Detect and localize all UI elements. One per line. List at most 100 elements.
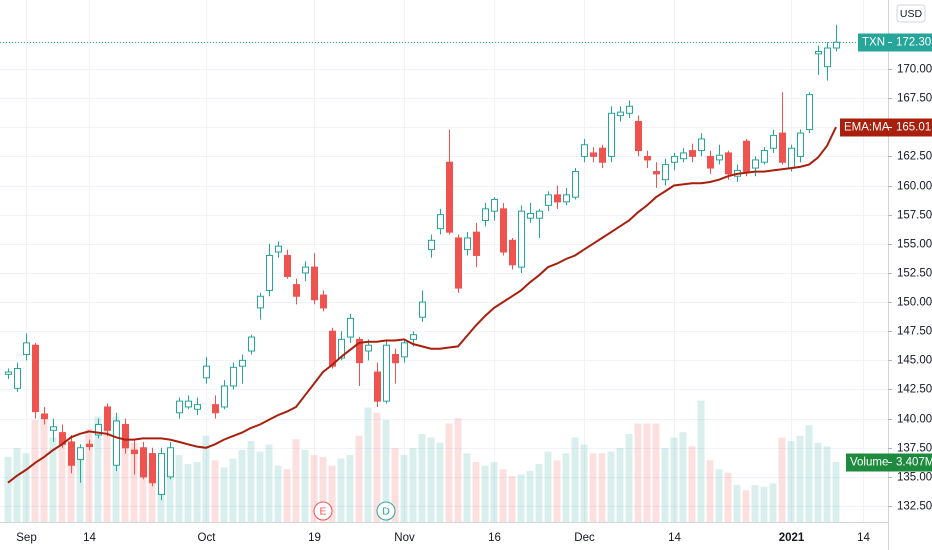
volume-bar: [328, 465, 336, 522]
volume-bar: [742, 490, 750, 522]
y-tick-label: 145.00: [897, 355, 932, 367]
x-tick-label: 14: [668, 532, 681, 544]
candle-body: [14, 368, 21, 389]
volume-bar: [229, 458, 237, 522]
volume-bar: [373, 412, 381, 522]
candle-body: [608, 112, 615, 157]
volume-tag-name: Volume: [850, 457, 888, 469]
candle-body: [239, 359, 246, 367]
volume-bar: [823, 446, 831, 522]
y-tick-label: 132.50: [897, 501, 932, 513]
candle-body: [824, 47, 831, 68]
volume-bar: [184, 463, 192, 522]
volume-bar: [796, 435, 804, 522]
volume-bar: [454, 418, 462, 522]
volume-bar: [121, 441, 129, 522]
volume-bar: [220, 467, 228, 522]
volume-tag: Volume 3.407M: [846, 453, 932, 472]
candle-body: [644, 155, 651, 161]
volume-bar: [616, 448, 624, 522]
volume-bar: [148, 465, 156, 522]
volume-bar: [391, 448, 399, 522]
axes: 132.50 135.00 137.50 140.00 142.50 145.00 147.…: [16, 33, 932, 544]
candle-body: [257, 295, 264, 309]
candle-body: [725, 152, 732, 175]
volume-bar: [652, 423, 660, 522]
candle-body: [167, 447, 174, 478]
currency-box[interactable]: [896, 4, 926, 23]
candle-body: [437, 214, 444, 230]
candle-body: [545, 194, 552, 206]
candle-body: [563, 194, 570, 203]
volume-bar: [778, 437, 786, 522]
volume-bar: [643, 423, 651, 522]
candle-body: [680, 152, 687, 160]
x-tick-label: Sep: [16, 532, 36, 544]
volume-bar: [4, 456, 12, 522]
candle-body: [743, 140, 750, 174]
volume-bar: [85, 428, 93, 522]
candle-body: [653, 171, 660, 175]
candle-body: [518, 210, 525, 268]
x-tick-label: Dec: [574, 532, 595, 544]
volume-bar: [562, 453, 570, 522]
candle-body: [482, 208, 489, 222]
volume-bar: [238, 449, 246, 522]
x-tick-label: 19: [308, 532, 321, 544]
volume-bar: [607, 451, 615, 522]
event-label: D: [382, 505, 390, 517]
y-tick-label: 137.50: [897, 443, 932, 455]
volume-bar: [760, 486, 768, 522]
candle-body: [392, 354, 399, 364]
candle-body: [50, 426, 57, 431]
volume-bar: [319, 456, 327, 522]
volume-bar: [247, 441, 255, 522]
volume-bar: [58, 441, 66, 522]
candle-body: [455, 237, 462, 289]
candle-body: [275, 245, 282, 253]
volume-bar: [40, 418, 48, 522]
x-tick-label: Oct: [198, 532, 217, 544]
candle-body: [356, 338, 363, 364]
candle-body: [797, 132, 804, 157]
event-marker: [313, 501, 333, 521]
volume-bar: [22, 453, 30, 522]
volume-bar: [490, 462, 498, 522]
volume-bars: [4, 400, 840, 522]
y-tick-label: 147.50: [897, 326, 932, 338]
candle-body: [788, 147, 795, 169]
candle-body: [158, 453, 165, 495]
candle-body: [86, 443, 93, 448]
candle-body: [626, 105, 633, 114]
candle-body: [221, 385, 228, 408]
y-tick-label: 142.50: [897, 384, 932, 396]
volume-bar: [301, 449, 309, 522]
candle-body: [689, 150, 696, 157]
volume-bar: [571, 437, 579, 522]
candle-body: [5, 371, 12, 375]
y-tick-label: 170.00: [897, 64, 932, 76]
volume-bar: [814, 442, 822, 522]
ema-tag-value: 165.01: [896, 122, 931, 134]
ema-tag-name: EMA:MA: [844, 122, 890, 134]
x-tick-label: 14: [83, 532, 96, 544]
volume-bar: [832, 462, 840, 522]
volume-bar: [805, 425, 813, 522]
candle-body: [68, 441, 75, 466]
candles: [5, 24, 840, 501]
y-tick-label: 152.50: [897, 268, 932, 280]
candle-body: [410, 334, 417, 340]
candle-body: [194, 404, 201, 410]
volume-bar: [544, 451, 552, 522]
volume-bar: [526, 470, 534, 522]
volume-bar: [211, 460, 219, 522]
candle-body: [446, 161, 453, 233]
x-tick-label: 2021: [779, 532, 805, 544]
candle-body: [671, 155, 678, 163]
candle-body: [527, 213, 534, 219]
candle-body: [77, 447, 84, 460]
candle-body: [806, 94, 813, 131]
ema-line: [7, 126, 837, 484]
candle-body: [338, 338, 345, 359]
